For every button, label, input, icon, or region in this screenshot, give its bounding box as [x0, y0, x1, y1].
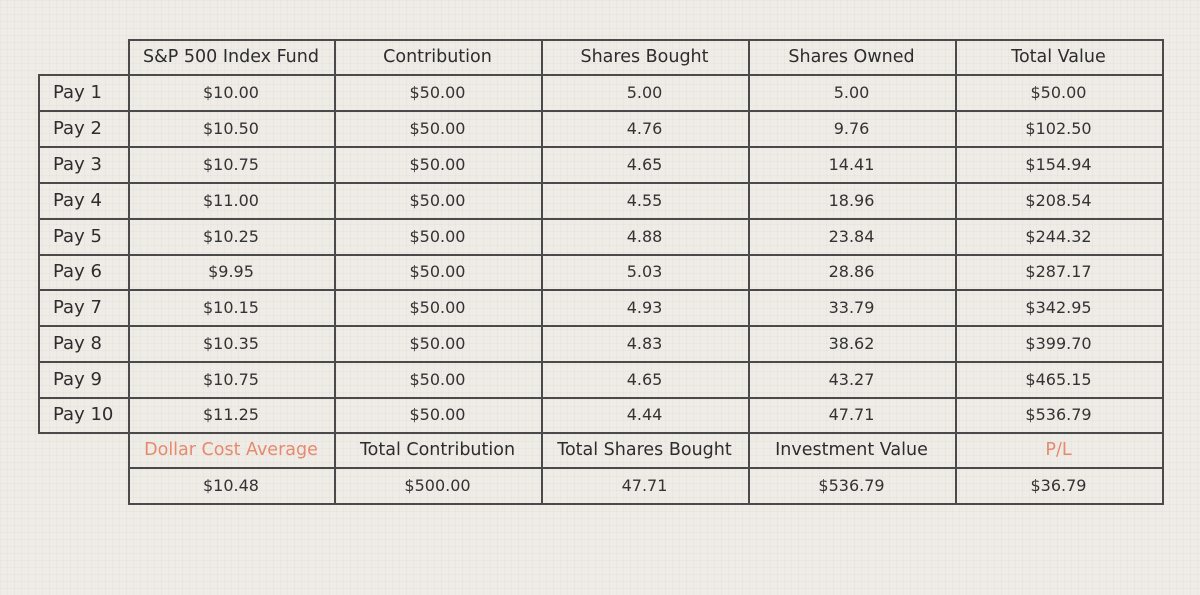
grid-line-col — [955, 39, 957, 505]
table-cell: $9.95 — [208, 262, 254, 281]
column-header: Total Value — [1011, 46, 1106, 67]
table-cell: 4.44 — [626, 405, 663, 424]
table-cell: 18.96 — [828, 190, 875, 210]
table-cell: $11.25 — [203, 405, 259, 424]
table-cell: $11.00 — [203, 190, 259, 210]
table-cell: $10.50 — [203, 118, 259, 138]
summary-header: Total Contribution — [359, 439, 516, 460]
row-label: Pay 4 — [53, 189, 102, 211]
summary-value: $36.79 — [1030, 475, 1087, 495]
table-cell: $10.00 — [203, 82, 259, 102]
table-cell: 14.41 — [828, 154, 875, 174]
grid-line-row — [38, 397, 1164, 399]
grid-line-row — [38, 146, 1164, 148]
table-cell: $50.00 — [409, 262, 466, 281]
table-cell: $102.50 — [1025, 118, 1092, 138]
row-label: Pay 7 — [53, 296, 102, 318]
grid-line-col — [541, 39, 543, 505]
column-header: S&P 500 Index Fund — [143, 46, 319, 67]
row-label: Pay 2 — [53, 117, 102, 139]
summary-value: $10.48 — [203, 475, 259, 495]
table-cell: 4.93 — [626, 297, 663, 317]
summary-header: Total Shares Bought — [557, 439, 732, 460]
summary-value: $500.00 — [404, 475, 471, 495]
table-cell: 9.76 — [833, 118, 870, 138]
row-label: Pay 3 — [53, 153, 102, 175]
table-cell: $50.00 — [409, 118, 466, 138]
table-cell: $50.00 — [409, 405, 466, 424]
summary-header: Dollar Cost Average — [144, 439, 318, 460]
grid-line-summary — [128, 467, 1164, 469]
row-label: Pay 9 — [53, 368, 102, 390]
table-cell: 4.55 — [626, 190, 663, 210]
grid-line-row — [38, 432, 1164, 434]
table-cell: $399.70 — [1025, 333, 1092, 353]
grid-line-row — [38, 254, 1164, 256]
row-label: Pay 8 — [53, 332, 102, 354]
summary-value: 47.71 — [621, 475, 668, 495]
grid-line-row — [38, 74, 1164, 76]
grid-line-row — [38, 325, 1164, 327]
table-cell: $208.54 — [1025, 190, 1092, 210]
table-cell: 28.86 — [828, 262, 875, 281]
grid-line-left — [38, 74, 40, 434]
grid-line-row — [38, 218, 1164, 220]
summary-value: $536.79 — [818, 475, 885, 495]
table-cell: $244.32 — [1025, 226, 1092, 246]
table-cell: $50.00 — [409, 369, 466, 389]
table-cell: $50.00 — [409, 82, 466, 102]
table-cell: 33.79 — [828, 297, 875, 317]
grid-line-top — [128, 39, 1164, 41]
table-cell: $50.00 — [409, 333, 466, 353]
table-cell: $50.00 — [409, 154, 466, 174]
grid-line-row — [38, 289, 1164, 291]
column-header: Shares Owned — [788, 46, 915, 67]
table-cell: $10.75 — [203, 154, 259, 174]
table-cell: 43.27 — [828, 369, 875, 389]
table-cell: $465.15 — [1025, 369, 1092, 389]
table-cell: 47.71 — [828, 405, 875, 424]
table-cell: $287.17 — [1025, 262, 1092, 281]
grid-line-col — [748, 39, 750, 505]
table-cell: $10.25 — [203, 226, 259, 246]
grid-line-col — [1162, 39, 1164, 505]
grid-line-row — [38, 361, 1164, 363]
table-cell: $10.75 — [203, 369, 259, 389]
table-cell: $50.00 — [1030, 82, 1087, 102]
grid-line-bottom — [128, 503, 1164, 505]
table-cell: $50.00 — [409, 190, 466, 210]
grid-line-row — [38, 110, 1164, 112]
table-cell: 4.76 — [626, 118, 663, 138]
grid-line-col — [128, 39, 130, 505]
table-cell: 23.84 — [828, 226, 875, 246]
table-cell: 4.65 — [626, 154, 663, 174]
table-cell: $154.94 — [1025, 154, 1092, 174]
row-label: Pay 5 — [53, 225, 102, 247]
grid-line-row — [38, 182, 1164, 184]
table-cell: 4.65 — [626, 369, 663, 389]
table-cell: $50.00 — [409, 226, 466, 246]
table-cell: 38.62 — [828, 333, 875, 353]
summary-header: P/L — [1045, 439, 1072, 460]
table-cell: $50.00 — [409, 297, 466, 317]
grid-line-col — [334, 39, 336, 505]
column-header: Contribution — [383, 46, 492, 67]
table-cell: 4.83 — [626, 333, 663, 353]
table-cell: $10.15 — [203, 297, 259, 317]
table-cell: $342.95 — [1025, 297, 1092, 317]
table-cell: $10.35 — [203, 333, 259, 353]
table-cell: 4.88 — [626, 226, 663, 246]
table-cell: 5.00 — [626, 82, 663, 102]
column-header: Shares Bought — [580, 46, 709, 67]
row-label: Pay 6 — [53, 261, 102, 282]
summary-header: Investment Value — [775, 439, 928, 460]
table-cell: 5.03 — [626, 262, 663, 281]
table-cell: $536.79 — [1025, 405, 1092, 424]
table-cell: 5.00 — [833, 82, 870, 102]
row-label: Pay 1 — [53, 81, 102, 103]
row-label: Pay 10 — [53, 404, 114, 425]
